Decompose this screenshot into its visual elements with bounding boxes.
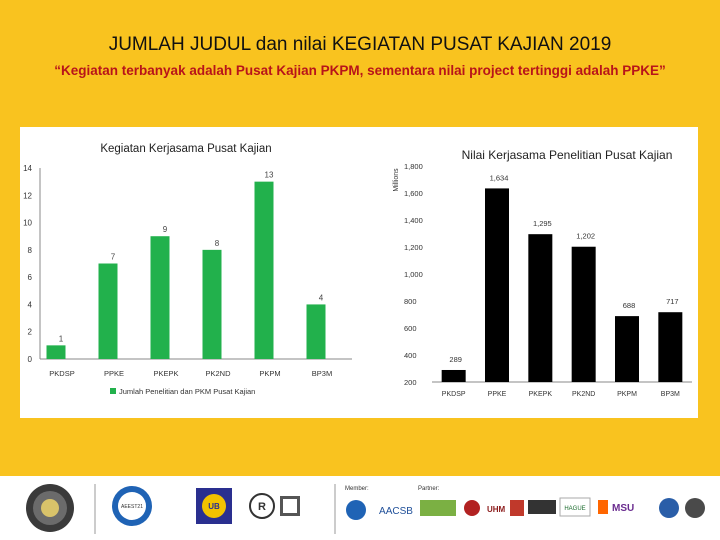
svg-text:MSU: MSU: [612, 503, 634, 514]
chart2-bar: [571, 246, 596, 382]
chart2-y-tick-label: 1,800: [404, 162, 423, 171]
chart1-x-tick-label: PKEPK: [153, 369, 178, 378]
chart1-y-tick-label: 8: [28, 246, 33, 255]
chart2-y-tick-label: 400: [404, 351, 417, 360]
chart1-x-tick-label: PKPM: [259, 369, 280, 378]
certification-logos: R: [249, 493, 300, 519]
chart2-x-tick-label: PK2ND: [572, 391, 595, 398]
chart2-data-label: 688: [623, 301, 636, 310]
chart1-bar: [202, 249, 222, 359]
chart1-data-label: 9: [163, 225, 168, 234]
chart2-bar: [658, 312, 683, 382]
chart2-x-tick-label: PKEPK: [529, 391, 553, 398]
chart2-data-label: 717: [666, 297, 679, 306]
chart1-data-label: 4: [319, 293, 324, 302]
chart1-data-label: 8: [215, 239, 220, 248]
chart1-bar: [150, 236, 170, 359]
chart1-legend-swatch: [110, 388, 116, 394]
aeest21-logo: AEEST21: [112, 486, 152, 526]
chart1-bar: [254, 181, 274, 359]
chart2-x-tick-label: PPKE: [488, 391, 507, 398]
ub-logo: UB: [196, 488, 232, 524]
footer-logo-strip: AEEST21 UB R Member: AACSB Partner: UHM: [0, 476, 720, 540]
member-label: Member:: [345, 486, 369, 492]
chart2-y-tick-label: 800: [404, 297, 417, 306]
chart2-data-label: 1,202: [576, 232, 595, 241]
chart1-x-tick-label: PPKE: [104, 369, 124, 378]
chart2-data-label: 1,295: [533, 219, 552, 228]
chart2-y-tick-label: 1,000: [404, 270, 423, 279]
chart1-x-tick-label: BP3M: [312, 369, 332, 378]
chart2-title: Nilai Kerjasama Penelitian Pusat Kajian: [462, 148, 673, 162]
chart1-x-tick-label: PK2ND: [205, 369, 231, 378]
chart1-bar: [98, 263, 118, 359]
chart1-y-tick-label: 10: [23, 219, 32, 228]
chart1-bar: [46, 345, 66, 359]
chart1-bar: [306, 304, 326, 359]
chart1-x-tick-label: PKDSP: [49, 369, 74, 378]
chart2-bar: [615, 316, 639, 382]
chart1-y-tick-label: 0: [28, 355, 33, 364]
svg-text:UB: UB: [208, 502, 220, 511]
svg-text:UHM: UHM: [487, 505, 506, 514]
chart2-y-tick-label: 1,400: [404, 216, 423, 225]
chart1-y-tick-label: 4: [28, 300, 33, 309]
chart1-y-tick-label: 12: [23, 191, 32, 200]
aeest21-small-logo: [346, 500, 366, 520]
chart2-ylabel: Millions: [393, 168, 400, 192]
chart1-y-tick-label: 6: [28, 273, 33, 282]
chart2-y-tick-label: 200: [404, 378, 417, 387]
chart2-bar: [485, 188, 509, 382]
university-seal-logo: [26, 484, 74, 532]
chart1-legend: Jumlah Penelitian dan PKM Pusat Kajian: [110, 387, 255, 396]
chart2-y-tick-label: 1,200: [404, 243, 423, 252]
chart1-data-label: 13: [265, 171, 274, 180]
aacsb-logo: AACSB: [379, 506, 413, 517]
svg-text:AACSB: AACSB: [379, 506, 413, 517]
svg-text:R: R: [258, 501, 266, 513]
chart1-y-tick-label: 14: [23, 164, 32, 173]
chart2-bar: [528, 234, 553, 382]
slide-title: JUMLAH JUDUL dan nilai KEGIATAN PUSAT KA…: [108, 34, 612, 55]
chart1-y-tick-label: 2: [28, 328, 33, 337]
chart2-bar: [441, 369, 466, 382]
partner-logos: UHM HAGUE MSU: [420, 497, 705, 518]
chart2-data-label: 289: [449, 355, 462, 364]
chart1-title: Kegiatan Kerjasama Pusat Kajian: [100, 143, 271, 155]
chart2-y-tick-label: 600: [404, 324, 417, 333]
slide-subtitle: “Kegiatan terbanyak adalah Pusat Kajian …: [54, 63, 666, 78]
partner-label: Partner:: [418, 486, 440, 492]
chart1-data-label: 7: [111, 253, 116, 262]
chart2-y-tick-label: 1,600: [404, 189, 423, 198]
chart1-data-label: 1: [59, 334, 64, 343]
chart2-x-tick-label: PKDSP: [442, 391, 466, 398]
chart2-x-tick-label: PKPM: [617, 391, 637, 398]
chart2-x-tick-label: BP3M: [661, 391, 680, 398]
svg-text:AEEST21: AEEST21: [121, 504, 143, 510]
chart2-data-label: 1,634: [490, 173, 509, 182]
chart1-legend-label: Jumlah Penelitian dan PKM Pusat Kajian: [119, 387, 255, 396]
svg-text:HAGUE: HAGUE: [564, 506, 585, 512]
